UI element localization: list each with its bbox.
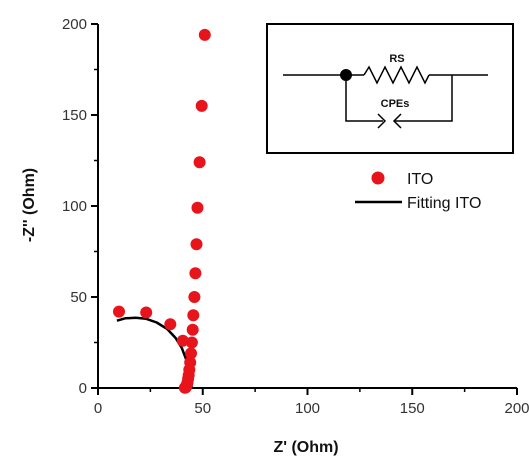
data-point <box>186 323 199 336</box>
x-tick-label: 50 <box>194 400 211 417</box>
data-point <box>185 336 198 349</box>
y-tick-label: 150 <box>62 107 87 124</box>
legend-label-fitting: Fitting ITO <box>407 195 481 212</box>
legend-label-ito: ITO <box>407 171 433 188</box>
circuit-inset: RS CPEs <box>266 23 514 154</box>
cpe-label: CPEs <box>381 98 410 110</box>
data-point <box>187 309 200 322</box>
cpe-icon-left <box>377 113 387 129</box>
data-point <box>140 306 153 319</box>
points-layer <box>113 28 211 394</box>
circuit-inset-frame <box>266 23 514 154</box>
data-point <box>191 201 204 214</box>
fitting-line <box>116 316 193 388</box>
x-axis: 0 50 100 150 200 <box>94 387 529 417</box>
circuit-branch-wire <box>345 75 383 122</box>
y-tick-label: 200 <box>62 16 87 33</box>
data-point <box>164 318 177 331</box>
data-point <box>190 238 203 251</box>
plot-area: 0 50 100 150 200 0 50 100 150 200 <box>62 16 529 417</box>
x-tick-label: 0 <box>94 400 102 417</box>
x-tick-label: 150 <box>400 400 425 417</box>
y-axis-label: -Z'' (Ohm) <box>21 168 38 242</box>
circuit-branch-return <box>394 75 453 122</box>
data-point <box>198 28 211 41</box>
y-tick-label: 0 <box>79 380 87 397</box>
x-axis-label: Z' (Ohm) <box>273 439 338 456</box>
resistor-label: RS <box>389 53 404 65</box>
data-point <box>195 99 208 112</box>
legend: ITO Fitting ITO <box>355 171 481 212</box>
fit-layer <box>116 316 193 388</box>
legend-marker-ito <box>371 171 385 185</box>
data-point <box>193 156 206 169</box>
data-point <box>178 381 191 394</box>
data-point <box>185 347 197 360</box>
x-tick-label: 100 <box>295 400 320 417</box>
y-tick-label: 50 <box>70 289 87 306</box>
data-point <box>176 334 189 347</box>
y-axis: 0 50 100 150 200 <box>62 16 99 397</box>
data-point <box>188 291 201 303</box>
data-point <box>189 267 202 280</box>
y-tick-label: 100 <box>62 198 87 215</box>
x-tick-label: 200 <box>504 400 529 417</box>
data-point <box>113 305 125 318</box>
resistor-icon <box>363 65 430 85</box>
